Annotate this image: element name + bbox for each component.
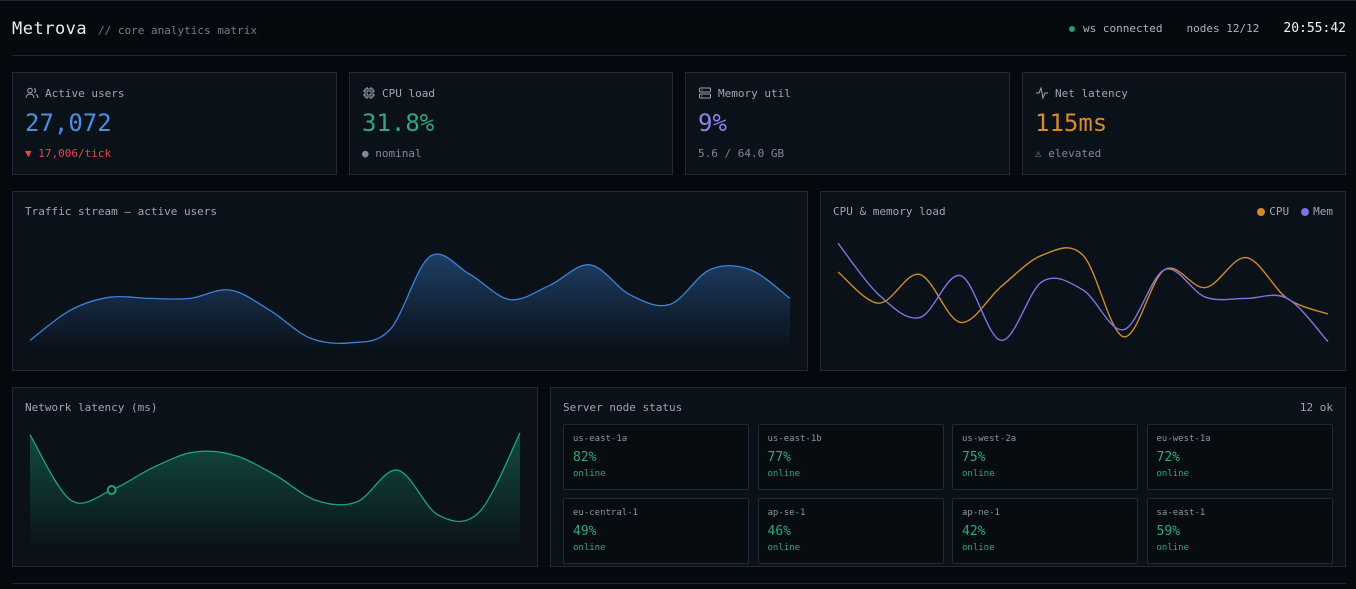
legend-label: CPU <box>1269 205 1290 218</box>
kpi-value: 115ms <box>1035 109 1108 137</box>
kpi-label-text: Net latency <box>1055 86 1128 100</box>
traffic-chart <box>29 253 791 350</box>
panel-title: Server node status <box>563 401 683 414</box>
divider <box>12 55 1346 56</box>
kpi-value: 9% <box>698 109 727 137</box>
node-status: online <box>573 543 606 553</box>
users-icon <box>25 87 39 99</box>
kpi-label-text: Active users <box>45 86 125 100</box>
node-card: ap-ne-1 42% online <box>952 498 1138 564</box>
panel-title: Network latency (ms) <box>25 401 158 414</box>
node-load: 77% <box>767 450 791 465</box>
kpi-label-text: CPU load <box>382 86 435 100</box>
line <box>837 242 1329 343</box>
cpu-mem-chart <box>837 242 1329 343</box>
node-card: us-west-2a 75% online <box>952 424 1138 490</box>
cpu-icon <box>363 87 375 99</box>
kpi-card: Net latency 115ms ⚠ elevated <box>1022 72 1346 175</box>
node-card: sa-east-1 59% online <box>1146 498 1333 564</box>
legend-item: Mem <box>1301 205 1333 218</box>
node-load: 59% <box>1156 524 1180 539</box>
kpi-card: CPU load 31.8% ● nominal <box>349 72 673 175</box>
node-status: online <box>573 469 606 479</box>
kpi-value: 27,072 <box>25 109 112 137</box>
node-status: online <box>1156 543 1190 553</box>
node-load: 49% <box>573 524 597 539</box>
legend-item: CPU <box>1257 205 1289 218</box>
kpi-label: Active users <box>25 86 124 100</box>
kpi-value: 31.8% <box>362 109 435 137</box>
legend-swatch <box>1257 208 1266 216</box>
node-load: 75% <box>962 450 986 465</box>
node-status: online <box>962 469 995 479</box>
node-load: 72% <box>1156 450 1180 465</box>
node-name: eu-central-1 <box>573 508 639 518</box>
legend-swatch <box>1301 208 1310 216</box>
node-status: online <box>962 543 995 553</box>
node-name: sa-east-1 <box>1156 508 1206 518</box>
node-status-panel: Server node status 12 ok us-east-1a 82% on… <box>550 387 1346 567</box>
node-name: ap-se-1 <box>767 508 806 518</box>
panel-title: CPU & memory load <box>833 205 946 218</box>
clock: 20:55:42 <box>1283 21 1346 36</box>
panel-title: Traffic stream — active users <box>25 205 218 218</box>
node-load: 82% <box>573 450 597 465</box>
brand: Metrova <box>12 19 88 39</box>
top-border <box>0 0 1356 1</box>
kpi-note: 5.6 / 64.0 GB <box>698 147 785 160</box>
node-summary: 12 ok <box>1299 401 1333 414</box>
kpi-card: Active users 27,072 ▼ 17,006/tick <box>12 72 337 175</box>
memory-icon <box>699 87 711 99</box>
node-status: online <box>1156 469 1190 479</box>
node-card: eu-west-1a 72% online <box>1146 424 1333 490</box>
kpi-label: Memory util <box>698 86 791 100</box>
tagline: // core analytics matrix <box>98 24 257 37</box>
kpi-note: ⚠ elevated <box>1035 147 1102 160</box>
kpi-label: CPU load <box>362 86 435 100</box>
node-name: ap-ne-1 <box>962 508 1000 518</box>
highlight-point <box>106 485 117 495</box>
area <box>30 433 520 550</box>
line <box>29 253 791 345</box>
kpi-card: Memory util 9% 5.6 / 64.0 GB <box>685 72 1010 175</box>
cpu-mem-panel: CPU & memory load CPU Mem <box>820 191 1346 371</box>
nodes-count: nodes 12/12 <box>1186 22 1260 35</box>
node-card: eu-central-1 49% online <box>563 498 749 564</box>
header-status: ws connected nodes 12/12 20:55:42 <box>1069 21 1346 36</box>
kpi-label-text: Memory util <box>718 86 791 100</box>
node-name: us-east-1a <box>573 434 628 444</box>
area <box>30 254 790 350</box>
node-card: ap-se-1 46% online <box>757 498 944 564</box>
legend: CPU Mem <box>1257 205 1333 218</box>
node-card: us-east-1a 82% online <box>563 424 749 490</box>
node-name: eu-west-1a <box>1156 434 1211 444</box>
ws-status: ws connected <box>1069 22 1163 35</box>
pulse-icon <box>1036 86 1048 100</box>
status-dot <box>1069 26 1076 32</box>
divider <box>12 583 1346 584</box>
node-name: us-west-2a <box>962 434 1017 444</box>
node-card: us-east-1b 77% online <box>757 424 944 490</box>
line <box>837 247 1329 338</box>
kpi-label: Net latency <box>1035 86 1128 100</box>
node-name: us-east-1b <box>767 434 822 444</box>
node-load: 42% <box>962 524 986 539</box>
kpi-note: ▼ 17,006/tick <box>25 147 112 160</box>
kpi-note: ● nominal <box>362 147 422 160</box>
node-status: online <box>767 469 801 479</box>
latency-chart <box>29 432 521 550</box>
ws-status-text: ws connected <box>1083 22 1163 35</box>
node-load: 46% <box>767 524 791 539</box>
legend-label: Mem <box>1313 205 1333 218</box>
node-status: online <box>767 543 801 553</box>
